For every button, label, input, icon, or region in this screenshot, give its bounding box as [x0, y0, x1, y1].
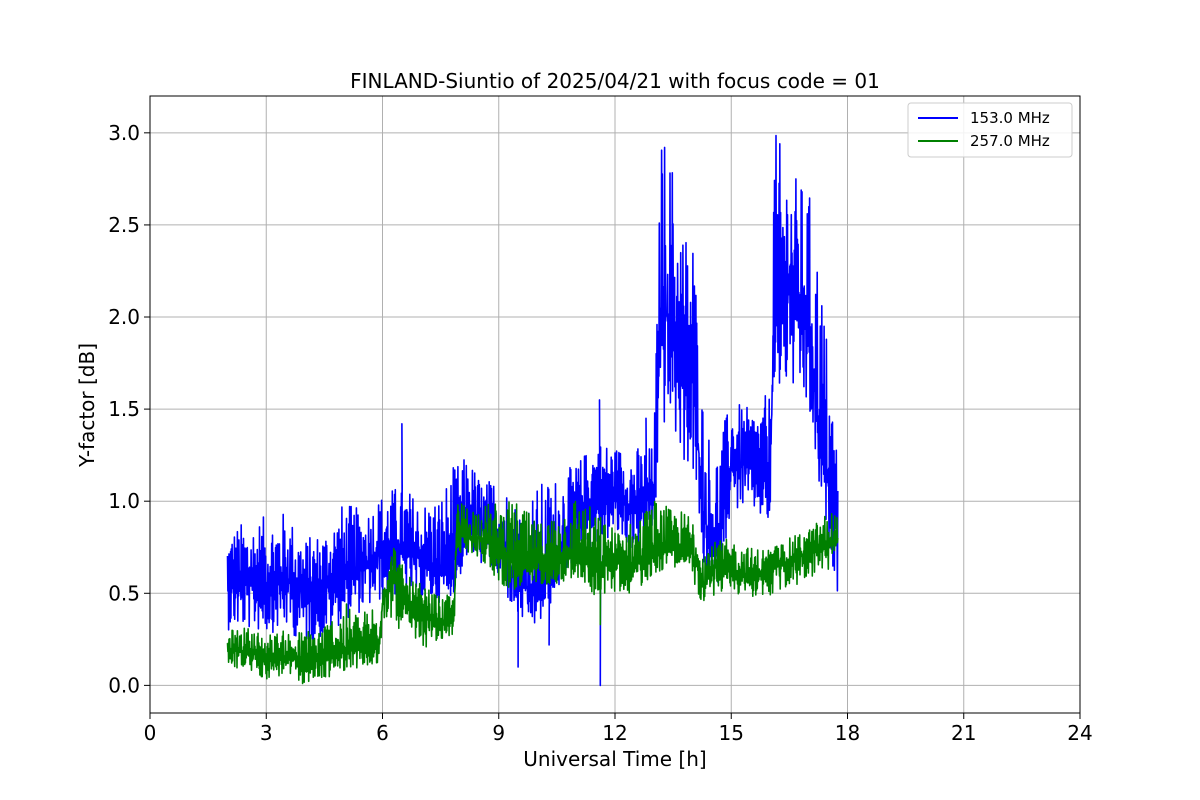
legend: 153.0 MHz 257.0 MHz [907, 102, 1073, 158]
legend-label-153: 153.0 MHz [970, 109, 1050, 127]
x-tick-label: 6 [376, 721, 389, 745]
x-axis-ticks: 0 3 6 9 12 15 18 21 24 [144, 713, 1093, 745]
x-tick-label: 12 [602, 721, 627, 745]
grid-lines [149, 96, 1081, 713]
chart-title: FINLAND-Siuntio of 2025/04/21 with focus… [350, 69, 880, 93]
x-tick-label: 9 [492, 721, 505, 745]
y-tick-label: 2.0 [108, 305, 140, 329]
series-line-1 [226, 500, 839, 685]
y-axis-ticks: 0.0 0.5 1.0 1.5 2.0 2.5 3.0 [108, 121, 150, 697]
x-axis-label: Universal Time [h] [523, 747, 706, 771]
legend-label-257: 257.0 MHz [970, 132, 1050, 150]
x-tick-label: 3 [260, 721, 273, 745]
x-tick-label: 0 [144, 721, 157, 745]
x-tick-label: 18 [835, 721, 860, 745]
series-line-0 [226, 134, 839, 687]
series-layer [226, 134, 839, 687]
y-tick-label: 1.0 [108, 489, 140, 513]
y-tick-label: 3.0 [108, 121, 140, 145]
y-tick-label: 2.5 [108, 213, 140, 237]
x-tick-label: 21 [951, 721, 976, 745]
legend-box [907, 102, 1073, 158]
y-axis-label: Y-factor [dB] [75, 343, 99, 468]
x-tick-label: 15 [719, 721, 744, 745]
y-tick-label: 0.5 [108, 581, 140, 605]
x-tick-label: 24 [1067, 721, 1092, 745]
y-tick-label: 1.5 [108, 397, 140, 421]
y-tick-label: 0.0 [108, 673, 140, 697]
